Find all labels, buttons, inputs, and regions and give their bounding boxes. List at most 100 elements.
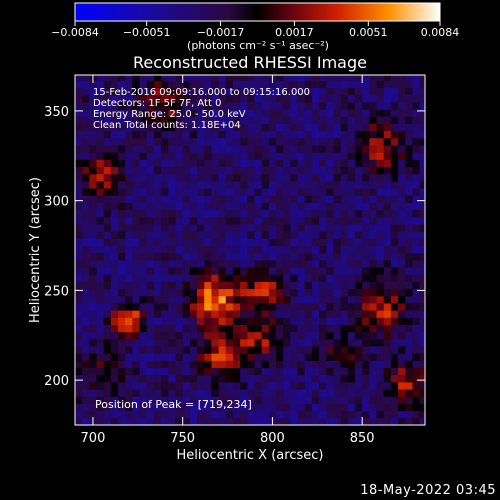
heatmap-cell [290,410,299,419]
heatmap-cell [376,173,385,182]
heatmap-cell [103,130,112,139]
heatmap-cell [197,367,205,376]
heatmap-cell [82,267,90,275]
heatmap-cell [110,231,119,239]
heatmap-cell [369,166,378,175]
heatmap-cell [268,288,277,297]
heatmap-cell [96,302,105,311]
heatmap-cell [82,389,90,397]
heatmap-cell [175,410,184,419]
heatmap-cell [225,346,234,354]
heatmap-cell [376,130,385,139]
heatmap-cell [161,310,169,318]
heatmap-cell [189,295,198,304]
heatmap-cell [125,410,133,419]
heatmap-cell [405,223,413,232]
heatmap-cell [419,80,425,89]
heatmap-cell [340,353,349,361]
heatmap-cell [369,180,378,189]
heatmap-cell [89,346,98,354]
heatmap-cell [161,130,169,139]
heatmap-cell [355,374,363,383]
heatmap-cell [261,202,270,211]
heatmap-cell [211,317,220,325]
heatmap-cell [311,80,320,89]
heatmap-cell [297,202,306,211]
heatmap-cell [182,75,191,81]
heatmap-cell [153,310,162,318]
heatmap-cell [75,417,83,425]
heatmap-cell [247,123,255,132]
heatmap-cell [297,216,306,225]
heatmap-cell [283,417,291,425]
heatmap-cell [268,403,277,412]
heatmap-cell [247,238,255,247]
heatmap-cell [103,238,112,247]
heatmap-cell [82,152,90,160]
heatmap-cell [204,145,212,153]
heatmap-cell [211,87,220,96]
heatmap-cell [96,381,105,390]
heatmap-cell [225,223,234,232]
heatmap-cell [419,259,425,268]
heatmap-cell [118,202,126,211]
heatmap-cell [182,353,191,361]
heatmap-cell [355,152,363,160]
heatmap-cell [218,231,227,239]
heatmap-cell [132,374,141,383]
heatmap-cell [390,374,399,383]
heatmap-cell [96,245,105,254]
heatmap-cell [333,417,342,425]
heatmap-cell [319,310,327,318]
heatmap-cell [297,360,306,369]
heatmap-cell [376,195,385,203]
heatmap-cell [232,80,241,89]
heatmap-cell [118,94,126,103]
heatmap-cell [232,209,241,218]
heatmap-cell [412,123,421,132]
heatmap-cell [376,137,385,146]
heatmap-cell [75,367,83,376]
heatmap-cell [340,267,349,275]
heatmap-cell [254,381,263,390]
heatmap-cell [333,317,342,325]
heatmap-cell [362,109,370,117]
heatmap-cell [218,188,227,196]
heatmap-cell [225,195,234,203]
heatmap-cell [319,317,327,325]
heatmap-cell [240,396,248,404]
heatmap-cell [139,145,148,153]
heatmap-cell [103,159,112,168]
heatmap-cell [390,116,399,124]
heatmap-cell [89,137,98,146]
heatmap-cell [110,123,119,132]
heatmap-cell [118,87,126,96]
heatmap-cell [218,317,227,325]
heatmap-cell [347,188,356,196]
heatmap-cell [311,310,320,318]
heatmap-cell [247,252,255,261]
heatmap-cell [376,116,385,124]
heatmap-cell [103,324,112,333]
heatmap-cell [153,159,162,168]
heatmap-cell [412,360,421,369]
heatmap-cell [326,295,334,304]
heatmap-cell [240,417,248,425]
heatmap-cell [347,123,356,132]
heatmap-cell [276,274,284,282]
heatmap-cell [405,123,413,132]
heatmap-cell [383,137,392,146]
heatmap-cell [261,80,270,89]
heatmap-cell [96,195,105,203]
heatmap-cell [326,410,334,419]
heatmap-cell [355,101,363,110]
heatmap-cell [405,209,413,218]
heatmap-cell [182,195,191,203]
heatmap-cell [254,374,263,383]
heatmap-cell [118,123,126,132]
heatmap-cell [146,295,155,304]
heatmap-cell [319,223,327,232]
heatmap-cell [326,109,334,117]
heatmap-cell [340,188,349,196]
